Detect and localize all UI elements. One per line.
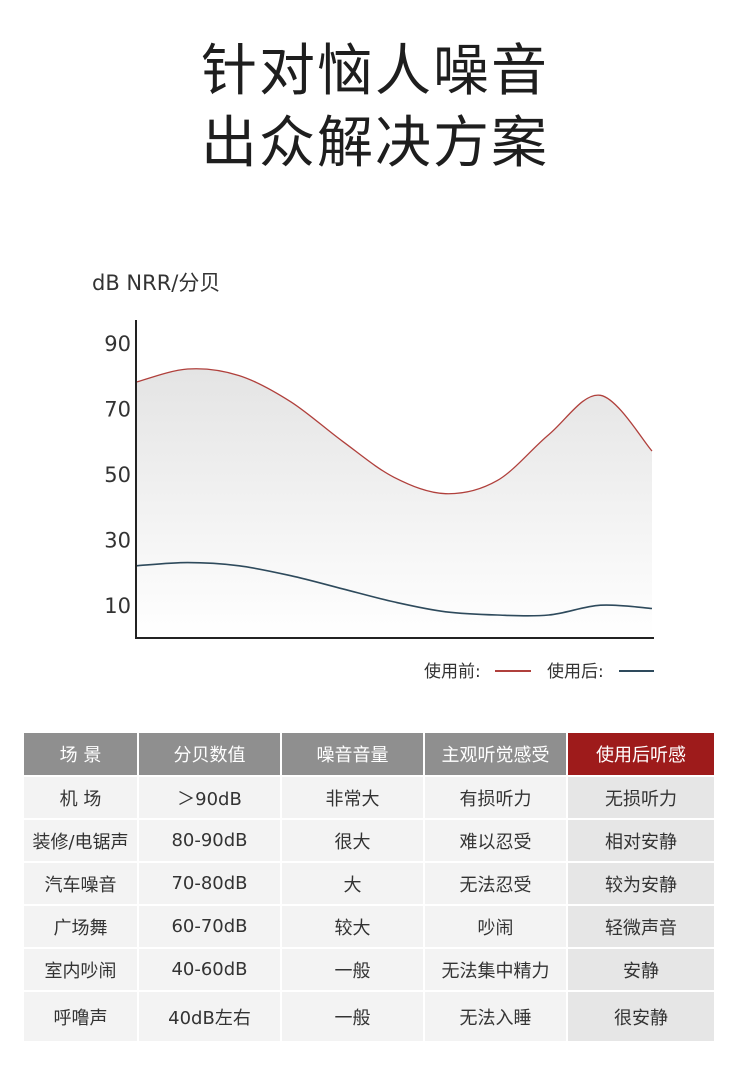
table-cell: 难以忍受 <box>425 820 566 861</box>
table-row: 装修/电锯声 80-90dB 很大 难以忍受 相对安静 <box>24 820 714 861</box>
table-cell: 汽车噪音 <box>24 863 137 904</box>
legend-label: 使用后: <box>547 661 604 682</box>
y-axis-label: dB NRR/分贝 <box>92 271 220 295</box>
y-tick-label: 70 <box>104 397 131 421</box>
table-header-cell: 使用后听感 <box>568 733 714 775</box>
y-tick-label: 10 <box>104 594 131 618</box>
table-cell: 大 <box>282 863 423 904</box>
table-cell: 较大 <box>282 906 423 947</box>
y-tick-label: 30 <box>104 529 131 553</box>
table-cell: 呼噜声 <box>24 992 137 1041</box>
table-cell: 无法入睡 <box>425 992 566 1041</box>
table-cell: 60-70dB <box>139 906 280 947</box>
legend: 使用前: 使用后: <box>424 661 654 682</box>
legend-label: 使用前: <box>424 661 481 682</box>
table-cell: 一般 <box>282 992 423 1041</box>
table-cell: 很大 <box>282 820 423 861</box>
table-header-cell: 场 景 <box>24 733 137 775</box>
table-cell: ＞90dB <box>139 777 280 818</box>
table-cell: 无损听力 <box>568 777 714 818</box>
table-cell: 轻微声音 <box>568 906 714 947</box>
y-tick-label: 90 <box>104 332 131 356</box>
table-cell: 吵闹 <box>425 906 566 947</box>
table-cell: 较为安静 <box>568 863 714 904</box>
table-cell: 80-90dB <box>139 820 280 861</box>
table-row: 呼噜声 40dB左右 一般 无法入睡 很安静 <box>24 992 714 1041</box>
table-cell: 40-60dB <box>139 949 280 990</box>
table-cell: 非常大 <box>282 777 423 818</box>
table-cell: 广场舞 <box>24 906 137 947</box>
headline-line-2: 出众解决方案 <box>201 111 549 176</box>
table-cell: 机 场 <box>24 777 137 818</box>
table-row: 室内吵闹 40-60dB 一般 无法集中精力 安静 <box>24 949 714 990</box>
table-row: 广场舞 60-70dB 较大 吵闹 轻微声音 <box>24 906 714 947</box>
table-cell: 40dB左右 <box>139 992 280 1041</box>
table-cell: 有损听力 <box>425 777 566 818</box>
series-line-before <box>135 368 653 495</box>
headline-line-1: 针对恼人噪音 <box>201 39 549 104</box>
table-cell: 一般 <box>282 949 423 990</box>
table-cell: 相对安静 <box>568 820 714 861</box>
table-cell: 很安静 <box>568 992 714 1041</box>
noise-table: 场 景分贝数值 噪音音量 主观听觉感受 使用后听感 机 场＞90dB 非常大 有损听力 无损… <box>22 731 716 1043</box>
table-cell: 装修/电锯声 <box>24 820 137 861</box>
table-header-cell: 分贝数值 <box>139 733 280 775</box>
table-cell: 安静 <box>568 949 714 990</box>
table-cell: 无法忍受 <box>425 863 566 904</box>
table-cell: 室内吵闹 <box>24 949 137 990</box>
table-row: 汽车噪音 70-80dB 大无法忍受 较为安静 <box>24 863 714 904</box>
table-header-cell: 噪音音量 <box>282 733 423 775</box>
table-cell: 70-80dB <box>139 863 280 904</box>
table-header-cell: 主观听觉感受 <box>425 733 566 775</box>
series-line-after <box>135 561 653 617</box>
table-row: 机 场＞90dB 非常大 有损听力 无损听力 <box>24 777 714 818</box>
table-cell: 无法集中精力 <box>425 949 566 990</box>
noise-chart: dB NRR/分贝 90 70 50 30 10 使用前: 使用后: <box>92 271 654 682</box>
y-tick-label: 50 <box>104 463 131 487</box>
